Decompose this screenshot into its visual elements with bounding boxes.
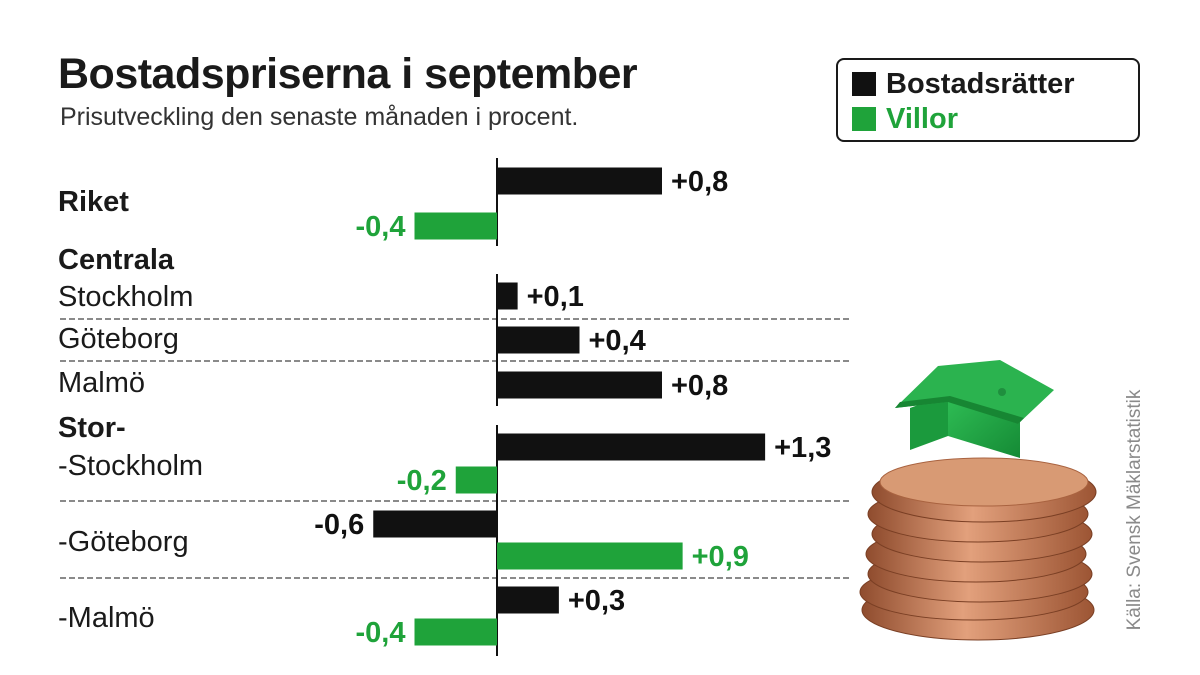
category-label-stockholm: Stockholm: [58, 281, 194, 313]
category-label-stor-goteborg: -Göteborg: [58, 526, 189, 558]
chart-title: Bostadspriserna i september: [58, 50, 638, 98]
value-label-villor-stor-goteborg: +0,9: [692, 541, 749, 573]
value-label-bostadsratter-stor-goteborg: -0,6: [314, 509, 364, 541]
legend-swatch-villor: [852, 107, 876, 131]
category-label-goteborg: Göteborg: [58, 323, 179, 355]
group-label-centrala: Centrala: [58, 244, 175, 276]
legend-item-villor: Villor: [852, 101, 958, 137]
value-label-bostadsratter-stor-stockholm: +1,3: [774, 432, 831, 464]
green-house: [895, 360, 1054, 458]
bars: +0,8 +0,1+0,4 +0,8 +1,3 -0,6 +0,3 -0,4 -0,2 +0,9…: [314, 166, 831, 649]
value-label-bostadsratter-riket: +0,8: [671, 166, 728, 198]
bar-bostadsratter-goteborg: [497, 326, 580, 354]
value-label-bostadsratter-malmo: +0,8: [671, 370, 728, 402]
bar-bostadsratter-stockholm: [497, 282, 518, 310]
legend-label-villor: Villor: [886, 102, 958, 135]
value-label-villor-stor-malmo: -0,4: [356, 617, 406, 649]
bar-bostadsratter-malmo: [497, 371, 662, 399]
bar-bostadsratter-riket: [497, 167, 662, 195]
bar-bostadsratter-stor-goteborg: [373, 510, 497, 538]
group-label-stor: Stor-: [58, 412, 126, 444]
legend-label-bostadsratter: Bostadsrätter: [886, 67, 1075, 100]
category-label-stor-malmo: -Malmö: [58, 602, 155, 634]
bar-villor-stor-malmo: [414, 618, 497, 646]
bar-villor-stor-stockholm: [455, 466, 497, 494]
bar-bostadsratter-stor-malmo: [497, 586, 559, 614]
category-label-malmo: Malmö: [58, 367, 146, 399]
house-on-coins-illustration: [859, 360, 1097, 641]
value-label-villor-riket: -0,4: [356, 211, 406, 243]
value-label-bostadsratter-goteborg: +0,4: [589, 325, 646, 357]
coin-stack: [859, 457, 1097, 641]
value-label-bostadsratter-stockholm: +0,1: [527, 281, 584, 313]
bar-villor-riket: [414, 212, 497, 240]
chart-subtitle: Prisutveckling den senaste månaden i pro…: [60, 103, 579, 131]
bar-villor-stor-goteborg: [497, 542, 683, 570]
category-label-riket: Riket: [58, 186, 129, 218]
value-label-bostadsratter-stor-malmo: +0,3: [568, 585, 625, 617]
legend-item-bostadsratter: Bostadsrätter: [852, 66, 1075, 102]
legend-swatch-bostadsratter: [852, 72, 876, 96]
legend: Bostadsrätter Villor: [836, 58, 1140, 142]
value-label-villor-stor-stockholm: -0,2: [397, 465, 447, 497]
bar-bostadsratter-stor-stockholm: [497, 433, 766, 461]
category-label-stor-stockholm: -Stockholm: [58, 450, 204, 482]
source-note: Källa: Svensk Mäklarstatistik: [1124, 389, 1145, 631]
row-separators: [60, 318, 852, 579]
